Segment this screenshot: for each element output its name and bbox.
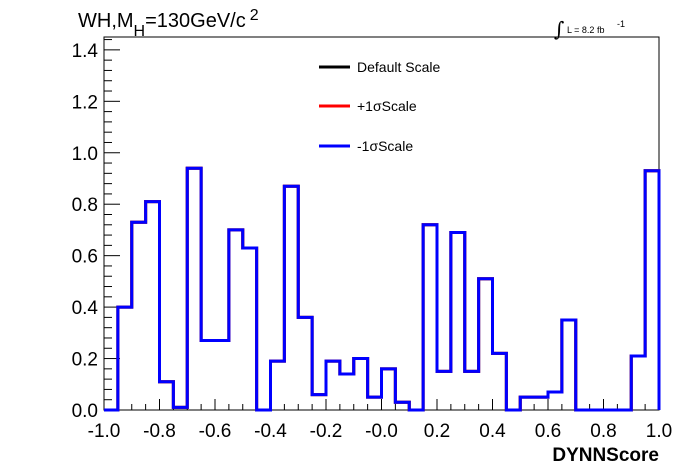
- x-tick-label: -0.2: [310, 421, 343, 442]
- x-tick-label: 0.6: [535, 421, 561, 442]
- series-step-line-2: [104, 166, 661, 412]
- x-tick-label: 0.8: [590, 421, 616, 442]
- x-axis-label: DYNNScore: [552, 445, 659, 466]
- y-tick-label: 1.4: [72, 41, 99, 62]
- title-superscript: 2: [250, 7, 259, 24]
- x-tick-label: -0.6: [199, 421, 232, 442]
- y-tick-label: 1.0: [72, 144, 98, 165]
- y-tick-label: 0.8: [72, 195, 98, 216]
- y-tick-label: 1.2: [72, 92, 98, 113]
- legend: Default Scale +1σScale -1σScale: [319, 59, 440, 154]
- y-tick-label: 0.0: [72, 401, 98, 422]
- legend-label-minus1sigma: -1σScale: [357, 138, 413, 154]
- x-tick-label: -1.0: [88, 421, 121, 442]
- legend-label-default: Default Scale: [357, 59, 440, 75]
- x-tick-label: 1.0: [646, 421, 672, 442]
- x-tick-label: -0.4: [254, 421, 287, 442]
- title-subscript: H: [134, 23, 146, 40]
- chart-title: WH,MH=130GeV/c 2: [78, 7, 259, 40]
- y-tick-label: 0.2: [72, 350, 98, 371]
- y-tick-label: 0.6: [72, 247, 98, 268]
- x-tick-label: -0.8: [143, 421, 176, 442]
- series-group: [104, 166, 661, 412]
- legend-label-plus1sigma: +1σScale: [357, 98, 417, 114]
- luminosity-label: ∫ L = 8.2 fb -1: [554, 17, 625, 41]
- x-tick-label: 0.2: [424, 421, 450, 442]
- y-tick-label: 0.4: [72, 298, 99, 319]
- x-tick-label: -0.0: [365, 421, 398, 442]
- x-tick-label: 0.4: [479, 421, 506, 442]
- lumi-superscript: -1: [617, 19, 625, 29]
- integral-sign: ∫: [554, 17, 564, 41]
- x-axis: -1.0 -0.8 -0.6 -0.4 -0.2 -0.0 0.2 0.4 0.6 0.8 1.0: [88, 399, 672, 442]
- lumi-text: L = 8.2 fb: [567, 25, 604, 35]
